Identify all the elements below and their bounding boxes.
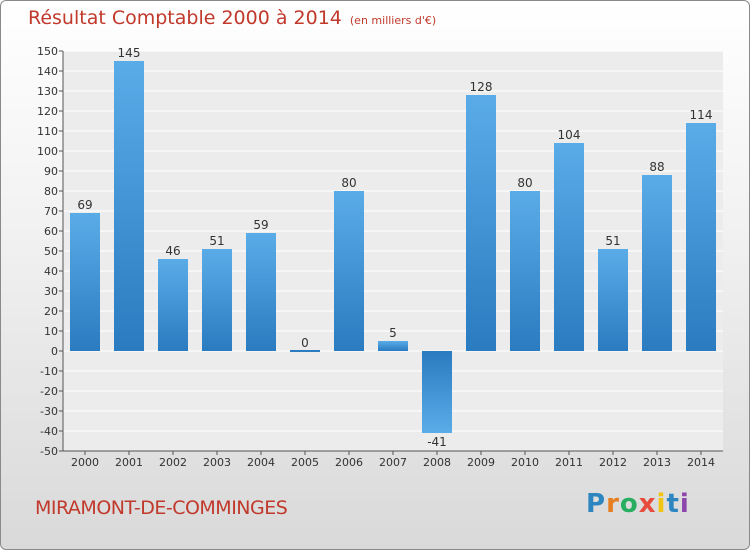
x-tick-label: 2006: [335, 456, 363, 469]
bar: [246, 233, 276, 351]
y-tick-label: 80: [44, 185, 58, 198]
data-label: 51: [605, 234, 620, 248]
bar: [114, 61, 144, 351]
logo-letter: i: [679, 489, 690, 519]
data-label: 46: [165, 244, 180, 258]
x-tick-label: 2002: [159, 456, 187, 469]
y-tick-label: 10: [44, 325, 58, 338]
y-tick-label: -20: [40, 385, 58, 398]
x-tick-label: 2009: [467, 456, 495, 469]
x-tick-label: 2008: [423, 456, 451, 469]
logo-letter: x: [638, 489, 657, 519]
x-tick-label: 2013: [643, 456, 671, 469]
y-tick-label: 60: [44, 225, 58, 238]
y-tick-label: 40: [44, 265, 58, 278]
bar: [378, 341, 408, 351]
x-tick-label: 2014: [687, 456, 715, 469]
logo-letter: P: [586, 489, 607, 519]
x-tick-label: 2000: [71, 456, 99, 469]
y-tick-label: 130: [37, 85, 58, 98]
y-tick-label: -40: [40, 425, 58, 438]
data-label: 104: [558, 128, 581, 142]
data-label: 145: [118, 46, 141, 60]
y-tick-label: 30: [44, 285, 58, 298]
logo-letter: r: [606, 489, 620, 519]
x-tick-label: 2007: [379, 456, 407, 469]
y-tick-label: 20: [44, 305, 58, 318]
data-label: 0: [301, 336, 309, 350]
bar: [510, 191, 540, 351]
bar: [554, 143, 584, 351]
x-tick-label: 2012: [599, 456, 627, 469]
y-tick-label: 70: [44, 205, 58, 218]
x-tick-label: 2001: [115, 456, 143, 469]
data-label: 59: [253, 218, 268, 232]
y-tick-label: 140: [37, 65, 58, 78]
data-label: 5: [389, 326, 397, 340]
logo-letter: o: [619, 489, 639, 519]
y-tick-label: -30: [40, 405, 58, 418]
proxiti-logo: Proxiti: [586, 489, 690, 519]
bar: [290, 350, 320, 352]
bar: [642, 175, 672, 351]
data-label: 51: [209, 234, 224, 248]
bar: [686, 123, 716, 351]
data-label: 114: [690, 108, 713, 122]
bar: [598, 249, 628, 351]
chart-subtitle: (en milliers d'€): [349, 14, 437, 27]
data-label: 88: [649, 160, 664, 174]
bar: [466, 95, 496, 351]
data-label: 128: [470, 80, 493, 94]
data-label: -41: [427, 435, 447, 449]
x-tick-label: 2011: [555, 456, 583, 469]
x-tick-label: 2003: [203, 456, 231, 469]
data-label: 80: [517, 176, 532, 190]
x-tick-label: 2005: [291, 456, 319, 469]
y-tick-label: -50: [40, 445, 58, 458]
y-tick-label: 100: [37, 145, 58, 158]
x-tick-label: 2004: [247, 456, 275, 469]
bar: [70, 213, 100, 351]
y-tick-label: 150: [37, 45, 58, 58]
y-tick-label: -10: [40, 365, 58, 378]
x-tick-label: 2010: [511, 456, 539, 469]
commune-name: MIRAMONT-DE-COMMINGES: [35, 497, 288, 519]
logo-letter: t: [666, 489, 680, 519]
y-tick-label: 90: [44, 165, 58, 178]
bar: [334, 191, 364, 351]
data-label: 80: [341, 176, 356, 190]
bar: [422, 351, 452, 433]
logo-letter: i: [656, 489, 667, 519]
y-tick-label: 50: [44, 245, 58, 258]
bar: [202, 249, 232, 351]
chart-title: Résultat Comptable 2000 à 2014 (en millie…: [28, 7, 437, 29]
y-tick-label: 0: [51, 345, 58, 358]
data-label: 69: [77, 198, 92, 212]
y-tick-label: 110: [37, 125, 58, 138]
bar: [158, 259, 188, 351]
y-tick-label: 120: [37, 105, 58, 118]
